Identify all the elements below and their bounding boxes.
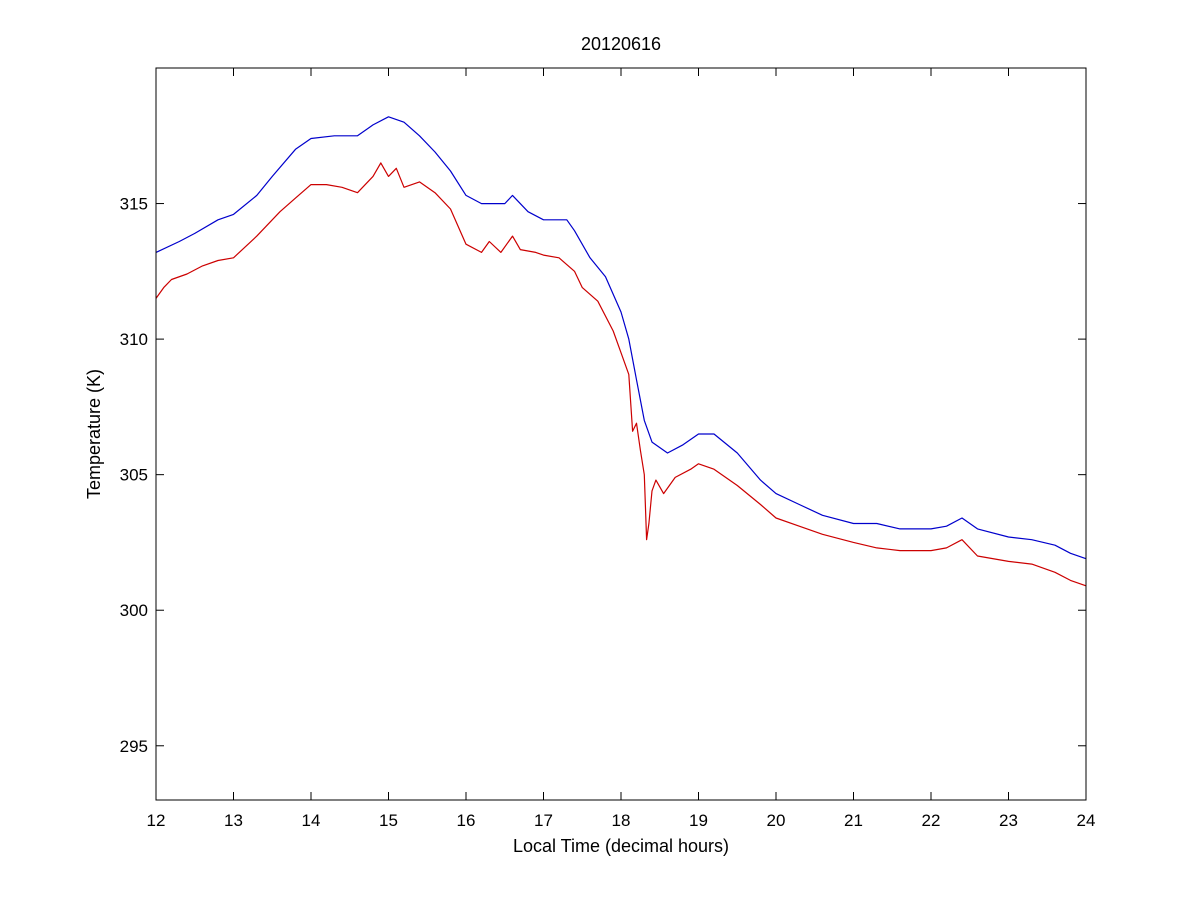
x-tick-label: 15 [379,811,398,830]
x-tick-label: 24 [1077,811,1096,830]
series-line-2 [155,162,1087,587]
y-tick-label: 315 [120,195,148,214]
x-tick-label: 14 [302,811,321,830]
x-tick-label: 17 [534,811,553,830]
plot-frame [155,67,1087,801]
x-tick-label: 22 [922,811,941,830]
series-layer [155,116,1087,587]
x-tick-label: 18 [612,811,631,830]
x-tick-label: 16 [457,811,476,830]
y-axis-label: Temperature (K) [84,369,104,499]
plot-area [156,68,1086,800]
x-axis-label: Local Time (decimal hours) [513,836,729,856]
x-tick-label: 12 [147,811,166,830]
chart-title: 20120616 [581,34,661,54]
x-tick-label: 19 [689,811,708,830]
ticks-layer: 12 13 14 15 16 17 18 19 20 21 22 23 24 295 300 305 310 31… [120,68,1096,830]
x-tick-label: 21 [844,811,863,830]
y-tick-label: 300 [120,601,148,620]
x-tick-label: 13 [224,811,243,830]
y-tick-label: 295 [120,737,148,756]
series-line-1 [155,116,1087,560]
y-tick-label: 305 [120,466,148,485]
x-tick-label: 20 [767,811,786,830]
x-tick-label: 23 [999,811,1018,830]
y-tick-label: 310 [120,330,148,349]
